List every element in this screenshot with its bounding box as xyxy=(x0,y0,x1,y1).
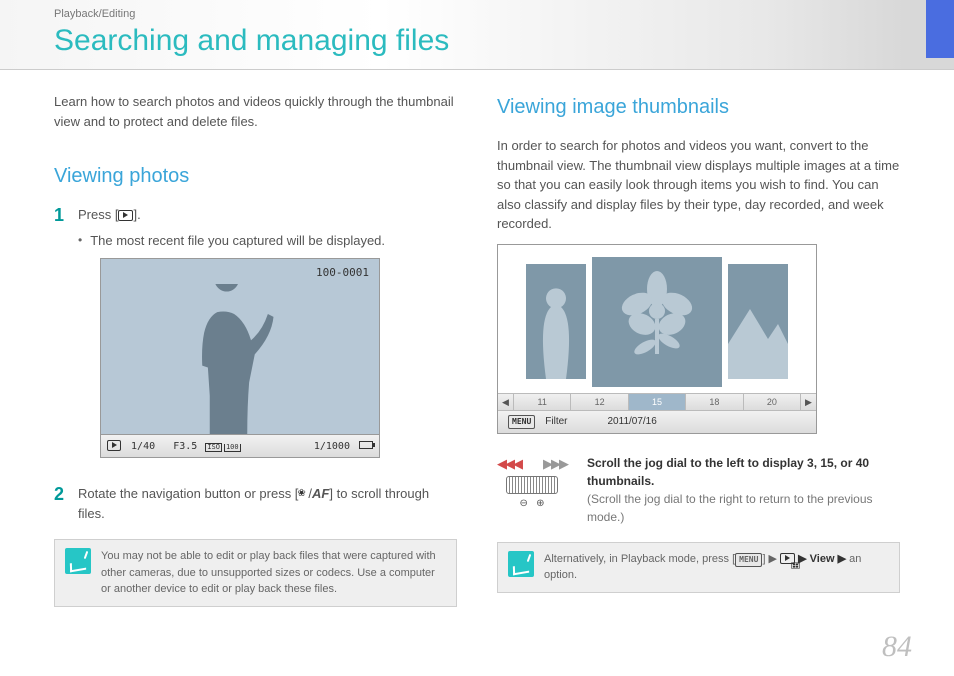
strip-cell: 15 xyxy=(629,394,686,410)
jog-dial-icon xyxy=(506,476,558,494)
thumbnail-center xyxy=(592,257,722,387)
file-number-label: 100-0001 xyxy=(316,265,369,282)
page-number: 84 xyxy=(882,630,912,664)
aperture-value: F3.5 xyxy=(173,441,197,452)
note-text: You may not be able to edit or play back… xyxy=(101,548,446,598)
right-column: Viewing image thumbnails In order to sea… xyxy=(497,92,900,607)
camera-screenshot-thumbnails: ◀ 1112151820 ▶ MENU Filter 2011/07/16 xyxy=(497,244,817,434)
step-1: 1 Press []. • The most recent file you c… xyxy=(54,205,457,474)
person-silhouette-icon xyxy=(181,284,276,434)
page-header: Playback/Editing Searching and managing … xyxy=(0,0,954,70)
date-strip: ◀ 1112151820 ▶ xyxy=(498,393,816,411)
thumbnail-side-left xyxy=(526,264,586,379)
jog-arrow-right-icon: ▶▶▶ xyxy=(543,454,567,474)
breadcrumb: Playback/Editing xyxy=(54,8,900,20)
note-icon xyxy=(65,548,91,574)
jog-arrow-left-icon: ◀◀◀ xyxy=(497,454,521,474)
status-right: 1/1000 xyxy=(314,439,373,454)
battery-icon xyxy=(359,441,373,449)
step2-pre: Rotate the navigation button or press [ xyxy=(78,486,298,501)
date-label: 2011/07/16 xyxy=(608,414,657,429)
jog-title: Scroll the jog dial to the left to displ… xyxy=(587,454,900,490)
step-number: 1 xyxy=(54,205,68,474)
intro-text: Learn how to search photos and videos qu… xyxy=(54,92,457,131)
strip-cells: 1112151820 xyxy=(514,394,800,410)
page-title: Searching and managing files xyxy=(54,24,900,58)
thumbnail-side-right xyxy=(728,264,788,379)
accent-stripe xyxy=(926,0,954,58)
section-title-viewing-photos: Viewing photos xyxy=(54,161,457,191)
strip-prev-icon: ◀ xyxy=(498,394,514,410)
step1-bullet: • The most recent file you captured will… xyxy=(78,231,457,251)
menu-button-icon: MENU xyxy=(508,415,535,429)
iso-value: 100 xyxy=(224,444,241,452)
jog-subtitle: (Scroll the jog dial to the right to ret… xyxy=(587,490,900,526)
step-2: 2 Rotate the navigation button or press … xyxy=(54,484,457,523)
camera-screenshot-single: 100-0001 1/40 F3.5 ISO100 xyxy=(100,258,380,458)
play-icon xyxy=(107,440,121,451)
content-columns: Learn how to search photos and videos qu… xyxy=(0,70,954,607)
note-box-right: Alternatively, in Playback mode, press [… xyxy=(497,542,900,593)
filter-label: Filter xyxy=(545,414,567,429)
iso-label: ISO xyxy=(205,443,222,452)
note-text: Alternatively, in Playback mode, press [… xyxy=(544,551,889,584)
note-mid: ] ▶ xyxy=(762,553,780,565)
macro-icon xyxy=(298,489,308,501)
screenshot-bottom-bar: MENU Filter 2011/07/16 xyxy=(498,411,816,433)
screenshot-status-bar: 1/40 F3.5 ISO100 1/1000 xyxy=(101,435,379,457)
thumbnail-row xyxy=(498,245,816,393)
section-title-thumbnails: Viewing image thumbnails xyxy=(497,92,900,122)
grid-icon xyxy=(791,562,800,569)
step-text: Rotate the navigation button or press [/… xyxy=(78,484,457,523)
strip-cell: 20 xyxy=(744,394,800,410)
bullet-text: The most recent file you captured will b… xyxy=(90,231,385,251)
exposure-value: 1/1000 xyxy=(314,441,350,452)
strip-cell: 12 xyxy=(571,394,628,410)
bullet-dot-icon: • xyxy=(78,231,82,251)
play-icon xyxy=(118,210,133,221)
step-text: Press []. • The most recent file you cap… xyxy=(78,205,457,474)
menu-button-icon: MENU xyxy=(735,553,762,567)
strip-cell: 18 xyxy=(686,394,743,410)
status-left: 1/40 F3.5 ISO100 xyxy=(107,439,241,454)
note-icon xyxy=(508,551,534,577)
note-pre: Alternatively, in Playback mode, press [ xyxy=(544,553,735,565)
screenshot-image-area: 100-0001 xyxy=(101,259,379,435)
step1-post: ]. xyxy=(133,207,140,222)
step1-pre: Press [ xyxy=(78,207,118,222)
step-number: 2 xyxy=(54,484,68,523)
left-column: Learn how to search photos and videos qu… xyxy=(54,92,457,607)
strip-next-icon: ▶ xyxy=(800,394,816,410)
shutter-value: 1/40 xyxy=(131,441,155,452)
strip-cell: 11 xyxy=(514,394,571,410)
note-view: ▶ View ▶ xyxy=(795,553,849,565)
jog-dial-graphic: ◀◀◀ ▶▶▶ ⊖ ⊕ xyxy=(497,454,567,512)
right-intro: In order to search for photos and videos… xyxy=(497,136,900,234)
jog-dial-instruction: ◀◀◀ ▶▶▶ ⊖ ⊕ Scroll the jog dial to the l… xyxy=(497,454,900,526)
af-icon: AF xyxy=(312,486,329,501)
jog-text: Scroll the jog dial to the left to displ… xyxy=(587,454,900,526)
note-box-left: You may not be able to edit or play back… xyxy=(54,539,457,607)
zoom-icons: ⊖ ⊕ xyxy=(497,496,567,511)
